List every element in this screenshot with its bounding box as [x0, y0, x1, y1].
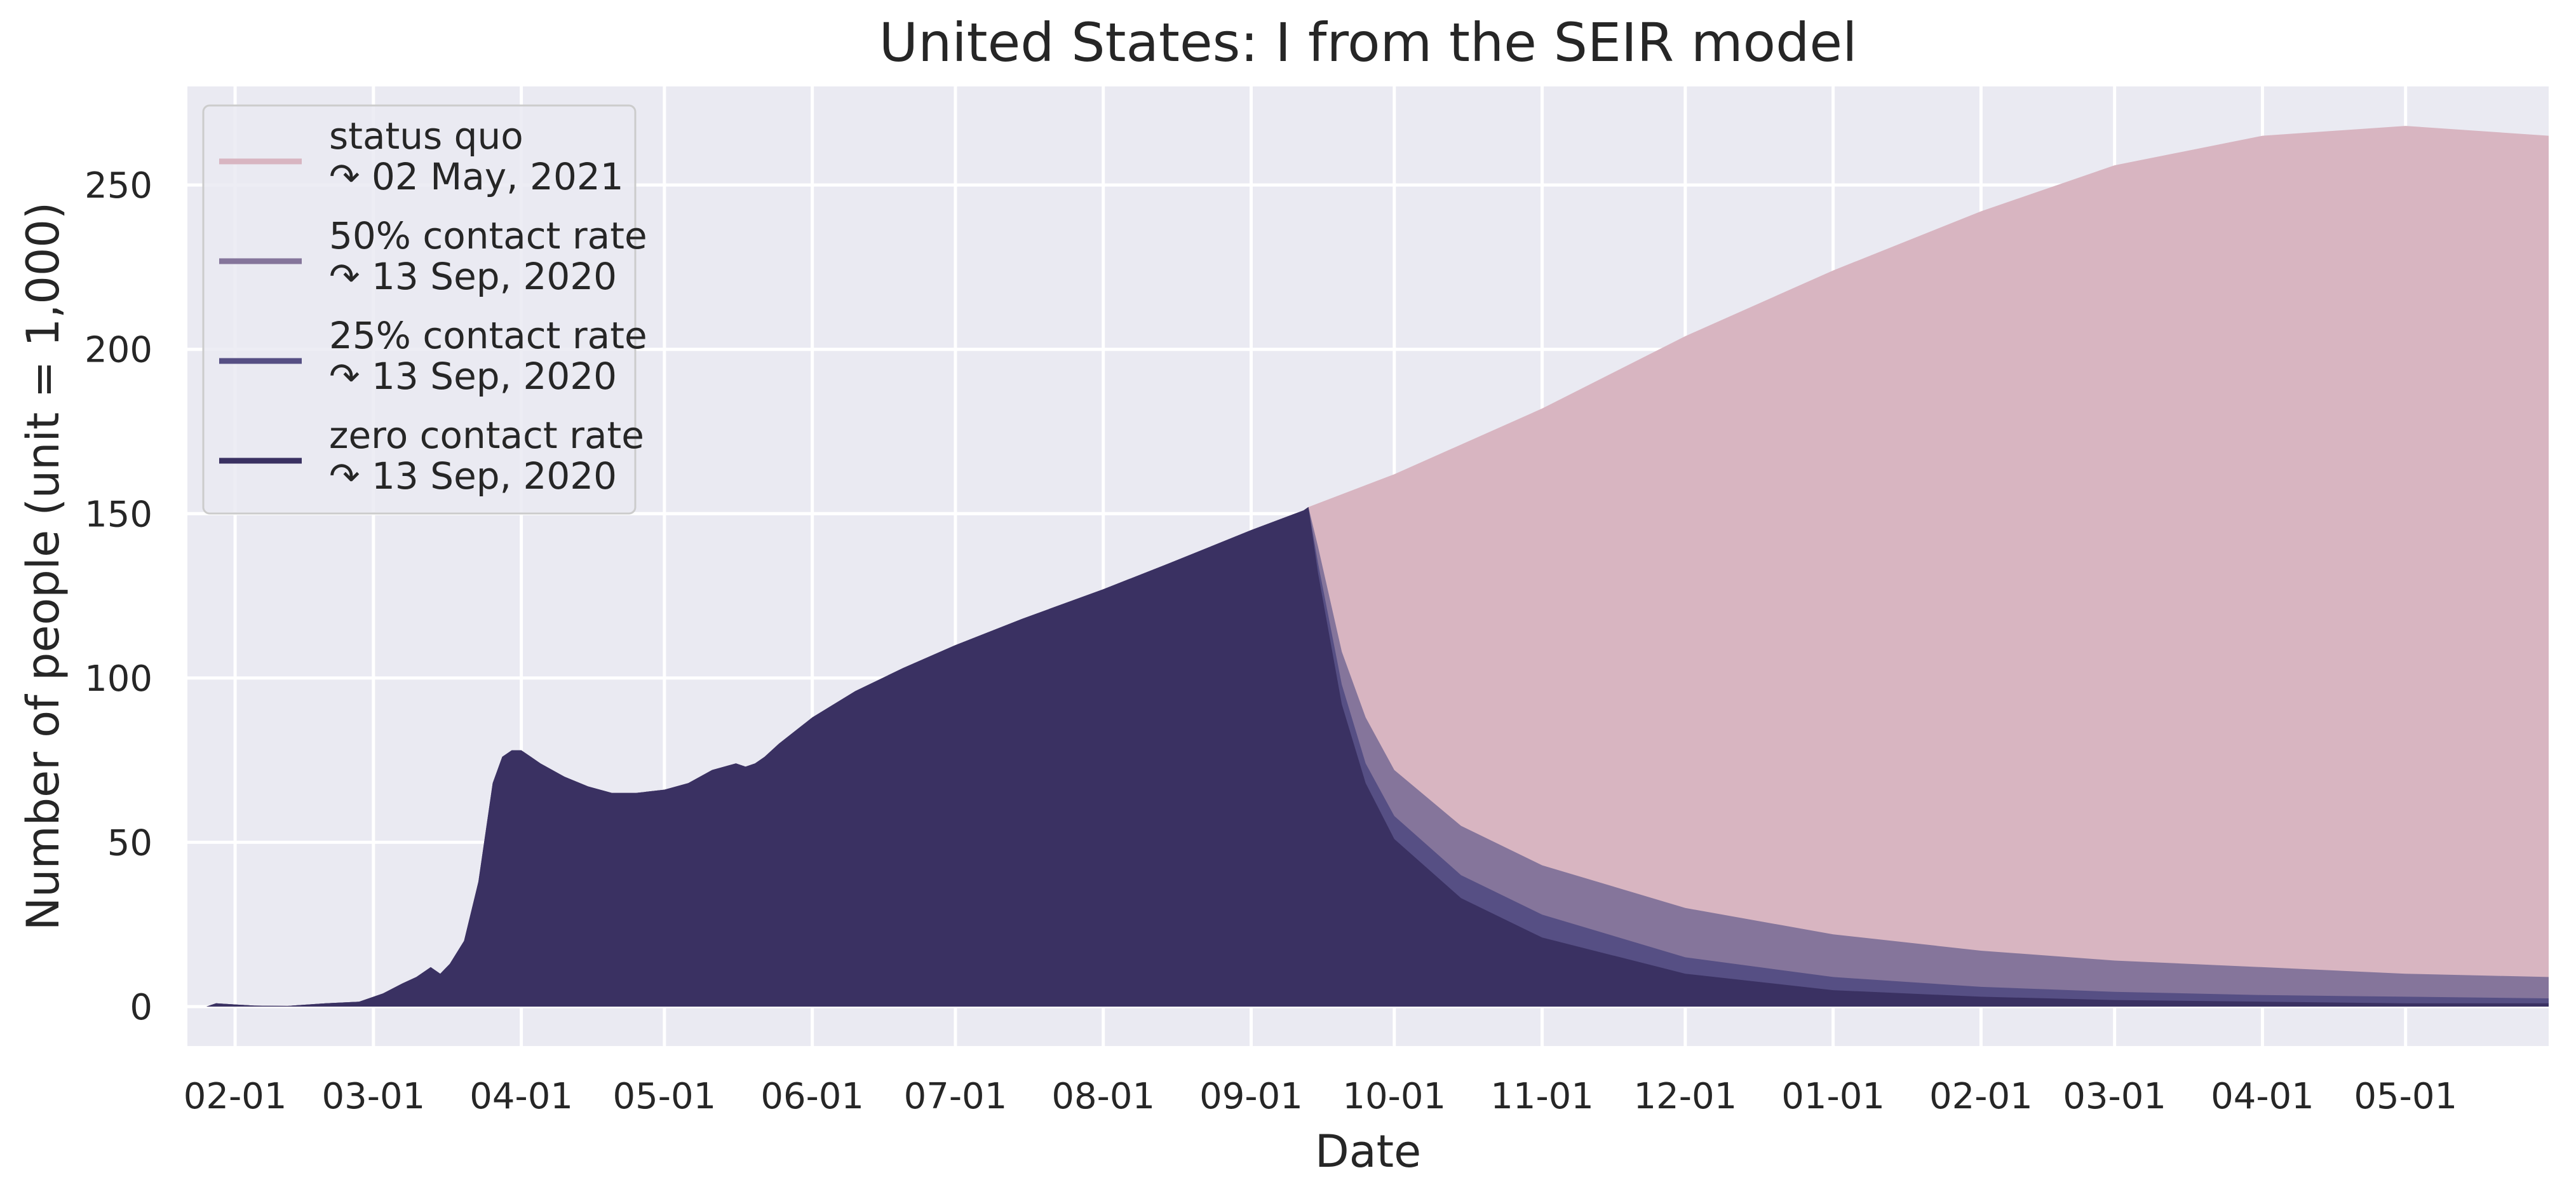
legend-entry-date: ↷ 13 Sep, 2020: [329, 355, 617, 398]
chart-title: United States: I from the SEIR model: [879, 11, 1858, 74]
x-tick-label: 11-01: [1490, 1076, 1594, 1117]
x-tick-label: 12-01: [1633, 1076, 1737, 1117]
x-tick-label: 09-01: [1199, 1076, 1303, 1117]
area-zero-contact-rate: [187, 506, 2549, 1007]
x-tick-label: 04-01: [469, 1076, 573, 1117]
x-tick-label: 05-01: [2354, 1076, 2457, 1117]
x-axis-label: Date: [1315, 1125, 1421, 1178]
x-tick-label: 07-01: [904, 1076, 1008, 1117]
x-tick-label: 02-01: [184, 1076, 287, 1117]
x-tick-label: 05-01: [613, 1076, 717, 1117]
x-tick-label: 02-01: [1929, 1076, 2033, 1117]
x-tick-label: 04-01: [2211, 1076, 2314, 1117]
x-tick-label: 01-01: [1781, 1076, 1885, 1117]
x-tick-label: 10-01: [1342, 1076, 1446, 1117]
legend-entry-date: ↷ 13 Sep, 2020: [329, 454, 617, 498]
legend-entry-name: status quo: [329, 114, 523, 158]
legend-entry-name: 50% contact rate: [329, 214, 647, 257]
x-tick-label: 03-01: [321, 1076, 425, 1117]
y-axis-label: Number of people (unit = 1,000): [17, 202, 69, 931]
y-tick-label: 150: [84, 494, 152, 535]
y-tick-label: 250: [84, 165, 152, 207]
x-tick-label: 08-01: [1051, 1076, 1155, 1117]
y-tick-label: 0: [130, 987, 152, 1028]
legend-frame: [202, 104, 637, 515]
legend-entry-date: ↷ 02 May, 2021: [329, 155, 624, 198]
area-series: [187, 126, 2549, 1007]
legend: status quo↷ 02 May, 2021 50% contact rate…: [202, 104, 647, 515]
tick-labels: 02-01 03-01 04-01 05-01 06-01 07-01 08-01 09-01…: [84, 165, 2457, 1117]
y-tick-label: 200: [84, 330, 152, 371]
x-tick-label: 06-01: [760, 1076, 864, 1117]
y-tick-label: 50: [107, 822, 152, 864]
legend-entry-name: zero contact rate: [329, 414, 644, 457]
legend-entry-name: 25% contact rate: [329, 314, 647, 357]
legend-entry-date: ↷ 13 Sep, 2020: [329, 255, 617, 298]
y-tick-label: 100: [84, 658, 152, 700]
x-tick-label: 03-01: [2063, 1076, 2166, 1117]
